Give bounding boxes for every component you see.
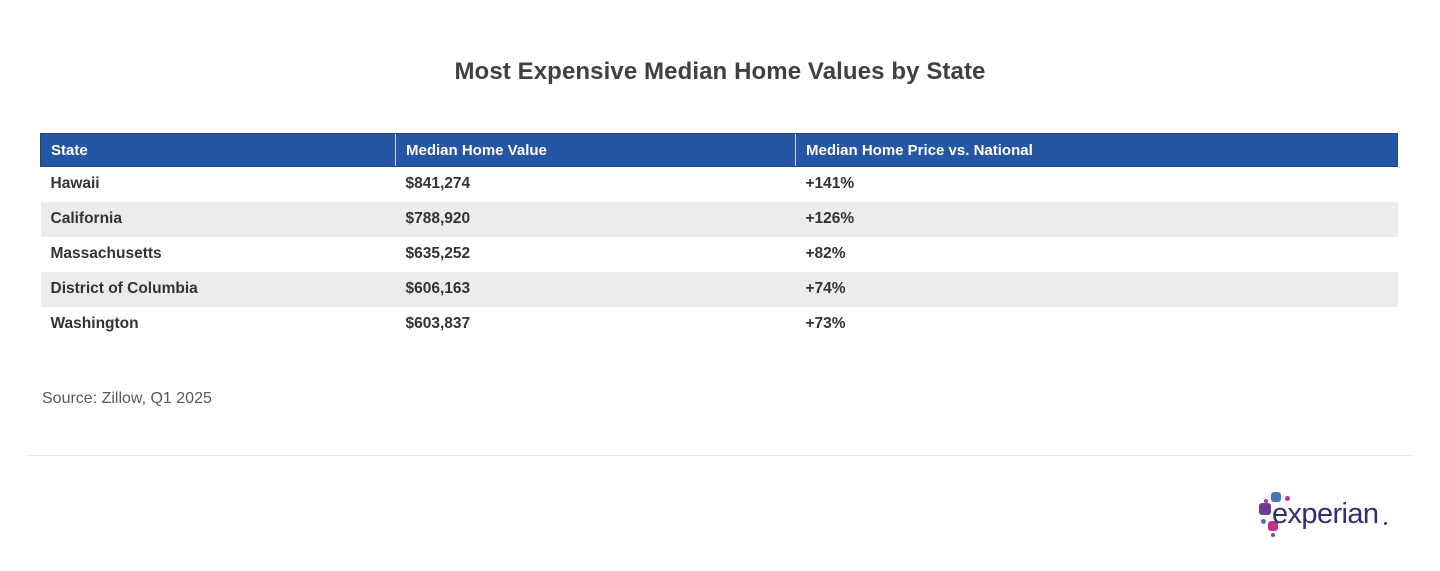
cell-state: Washington: [40, 306, 396, 342]
cell-vs-national: +141%: [795, 166, 1398, 202]
cell-median-home-value: $841,274: [395, 166, 796, 202]
table-header-row: State Median Home Value Median Home Pric…: [40, 133, 1398, 167]
table-row: District of Columbia $606,163 +74%: [40, 271, 1398, 307]
page-title: Most Expensive Median Home Values by Sta…: [454, 58, 986, 85]
logo-dot-magenta-icon: [1285, 496, 1290, 501]
table-row: Washington $603,837 +73%: [40, 306, 1398, 342]
logo-dot-magenta-icon: [1271, 533, 1275, 537]
table-row: Massachusetts $635,252 +82%: [40, 236, 1398, 272]
cell-median-home-value: $788,920: [395, 201, 796, 237]
logo-dot-purple-icon: [1259, 503, 1271, 515]
trademark-dot-icon: [1384, 522, 1387, 525]
cell-state: Massachusetts: [40, 236, 396, 272]
logo-dot-blue-icon: [1271, 492, 1281, 502]
cell-vs-national: +74%: [795, 271, 1398, 307]
cell-vs-national: +82%: [795, 236, 1398, 272]
table-row: Hawaii $841,274 +141%: [40, 166, 1398, 202]
col-header-state: State: [40, 133, 396, 167]
cell-median-home-value: $635,252: [395, 236, 796, 272]
cell-state: Hawaii: [40, 166, 396, 202]
experian-wordmark: experian: [1272, 498, 1379, 530]
cell-median-home-value: $606,163: [395, 271, 796, 307]
col-header-median-home-value: Median Home Value: [395, 133, 796, 167]
table-row: California $788,920 +126%: [40, 201, 1398, 237]
home-values-table: State Median Home Value Median Home Pric…: [40, 133, 1398, 342]
cell-vs-national: +126%: [795, 201, 1398, 237]
source-note: Source: Zillow, Q1 2025: [42, 390, 212, 407]
cell-state: District of Columbia: [40, 271, 396, 307]
logo-dot-magenta-icon: [1264, 499, 1268, 503]
col-header-vs-national: Median Home Price vs. National: [795, 133, 1398, 167]
cell-median-home-value: $603,837: [395, 306, 796, 342]
cell-state: California: [40, 201, 396, 237]
experian-logo: experian: [1255, 481, 1405, 543]
logo-dot-magenta-icon: [1268, 521, 1278, 531]
divider: [28, 455, 1412, 456]
logo-dot-blue-icon: [1261, 519, 1266, 524]
cell-vs-national: +73%: [795, 306, 1398, 342]
